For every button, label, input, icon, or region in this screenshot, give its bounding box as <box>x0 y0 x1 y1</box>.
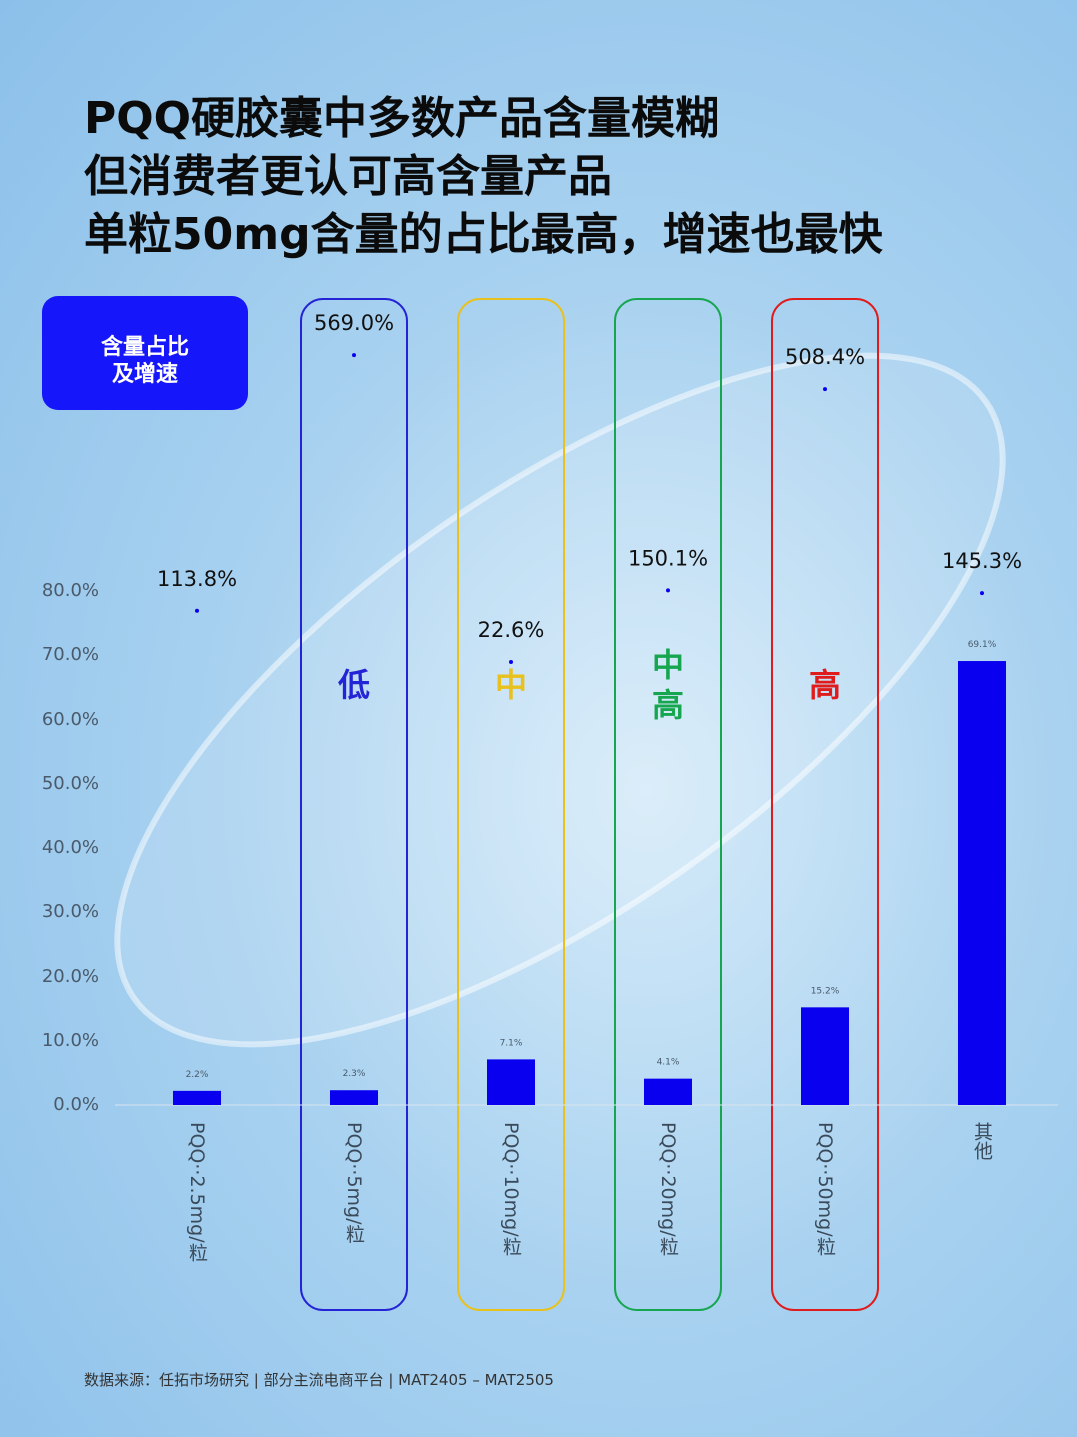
y-tick-label: 20.0% <box>41 965 99 987</box>
capsule-decoration <box>114 352 1006 1048</box>
group-label: 低 <box>337 666 370 704</box>
bar <box>644 1078 692 1105</box>
group-box <box>457 298 565 1311</box>
y-tick-label: 50.0% <box>41 772 99 794</box>
growth-label: 150.1% <box>628 546 708 570</box>
group-label: 高 <box>808 666 841 704</box>
badge-text: 含量占比 <box>100 335 189 360</box>
growth-label: 22.6% <box>478 618 545 642</box>
x-tick-label: PQQ··50mg/粒 <box>814 1122 836 1256</box>
bar <box>958 661 1006 1105</box>
y-tick-label: 30.0% <box>41 901 99 923</box>
y-tick-label: 60.0% <box>41 708 99 730</box>
growth-dot <box>352 353 356 358</box>
bar-value-label: 2.2% <box>186 1070 209 1080</box>
growth-dot <box>509 660 513 665</box>
x-tick-label: PQQ··5mg/粒 <box>343 1122 365 1244</box>
growth-label: 569.0% <box>314 311 394 335</box>
badge-bg <box>42 296 248 410</box>
x-tick-label: PQQ··2.5mg/粒 <box>186 1122 208 1262</box>
title-line: 但消费者更认可高含量产品 <box>84 151 612 202</box>
growth-dot <box>195 608 199 613</box>
group-label: 中 <box>494 666 527 704</box>
growth-dot <box>980 591 984 596</box>
growth-dot <box>666 588 670 593</box>
y-tick-label: 0.0% <box>53 1094 99 1115</box>
growth-dot <box>823 387 827 392</box>
bar <box>487 1059 535 1105</box>
bar <box>173 1090 221 1105</box>
bar-value-label: 2.3% <box>343 1069 366 1079</box>
group-box <box>300 298 408 1311</box>
x-tick-label: 其他 <box>971 1122 993 1160</box>
group-box <box>614 298 722 1311</box>
title-line: 单粒50mg含量的占比最高，增速也最快 <box>84 209 883 260</box>
group-box <box>771 298 879 1311</box>
growth-label: 508.4% <box>785 345 865 369</box>
y-tick-label: 10.0% <box>41 1029 99 1051</box>
y-tick-label: 80.0% <box>41 580 99 601</box>
badge-text: 及增速 <box>111 362 178 387</box>
x-tick-label: PQQ··20mg/粒 <box>657 1122 679 1256</box>
growth-label: 145.3% <box>942 549 1022 573</box>
y-tick-label: 70.0% <box>41 644 99 666</box>
bar <box>330 1090 378 1105</box>
x-tick-label: PQQ··10mg/粒 <box>500 1122 522 1256</box>
growth-label: 113.8% <box>157 567 237 591</box>
bar <box>801 1007 849 1105</box>
bar-value-label: 7.1% <box>500 1038 523 1048</box>
bar-value-label: 15.2% <box>811 986 840 996</box>
y-tick-label: 40.0% <box>41 837 99 858</box>
group-label: 中高 <box>651 646 684 724</box>
bar-value-label: 4.1% <box>657 1058 680 1068</box>
title-line: PQQ硬胶囊中多数产品含量模糊 <box>84 93 720 144</box>
bar-value-label: 69.1% <box>968 640 997 650</box>
source: 数据来源：任拓市场研究 | 部分主流电商平台 | MAT2405 – MAT25… <box>84 1371 554 1389</box>
